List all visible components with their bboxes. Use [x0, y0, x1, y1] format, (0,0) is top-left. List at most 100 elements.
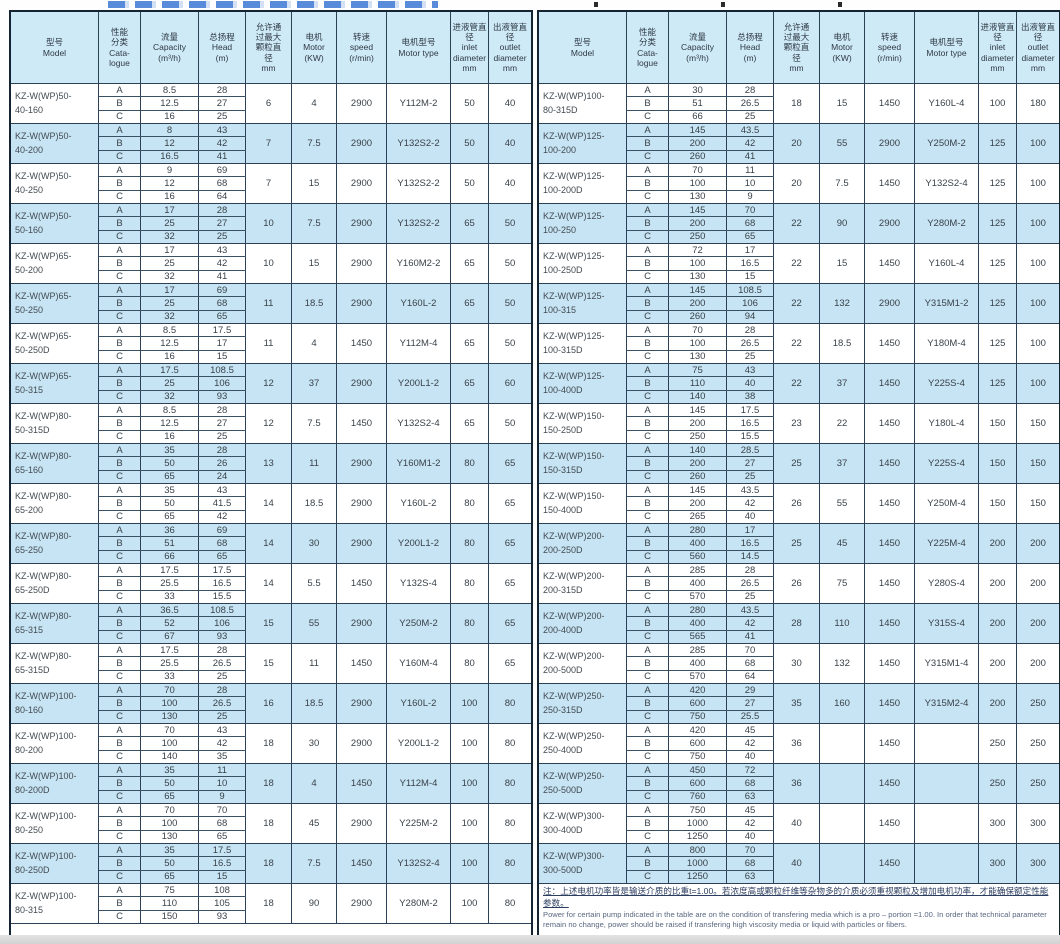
particle-diameter-cell: 14 — [246, 484, 292, 523]
sub-row: C 750 25.5 — [627, 710, 774, 723]
head-cell: 68 — [727, 857, 774, 870]
motor-type-cell: Y280M-2 — [387, 884, 451, 923]
motor-kw-cell — [820, 764, 865, 803]
head-cell: 94 — [727, 310, 774, 323]
catalogue-cell: B — [99, 857, 141, 870]
speed-cell: 1450 — [337, 764, 387, 803]
speed-cell: 2900 — [337, 604, 387, 643]
head-cell: 106 — [199, 377, 246, 390]
inlet-diameter-cell: 100 — [451, 884, 489, 923]
catalogue-cell: A — [99, 524, 141, 537]
sub-row: B 200 16.5 — [627, 417, 774, 431]
catalogue-cell: B — [99, 897, 141, 910]
outlet-diameter-cell: 65 — [504, 538, 516, 549]
head-cell: 17 — [199, 337, 246, 350]
catalogue-cell: B — [99, 97, 141, 110]
capacity-cell: 16 — [141, 430, 199, 443]
motor-type-cell: Y160L-2 — [387, 284, 451, 323]
catalogue-cell: B — [99, 457, 141, 470]
head-cell: 70 — [727, 204, 774, 217]
capacity-cell: 51 — [141, 537, 199, 550]
speed-cell: 1450 — [865, 244, 915, 283]
catalogue-cell: B — [627, 97, 669, 110]
capacity-cell: 72 — [669, 244, 727, 257]
outlet-diameter-cell: 50 — [504, 418, 516, 429]
sub-row: C 66 25 — [627, 110, 774, 123]
catalogue-cell: B — [99, 417, 141, 430]
model-cell: KZ-W(WP)150- 150-400D — [539, 484, 627, 523]
head-cell: 72 — [727, 764, 774, 777]
particle-diameter-cell: 36 — [774, 764, 820, 803]
inlet-diameter-cell: 300 — [979, 804, 1017, 843]
capacity-cell: 50 — [141, 777, 199, 790]
catalogue-cell: A — [99, 204, 141, 217]
performance-subgrid: A 35 28 B 50 26 C 65 24 — [99, 444, 246, 483]
sub-row: A 17 28 — [99, 204, 246, 218]
sub-row: A 750 45 — [627, 804, 774, 818]
sub-row: C 130 15 — [627, 270, 774, 283]
outlet-diameter-cell: 200 — [1030, 578, 1046, 589]
catalogue-cell: C — [99, 870, 141, 883]
catalogue-cell: B — [99, 217, 141, 230]
motor-type-cell: Y200L1-2 — [387, 724, 451, 763]
motor-type-cell: Y180L-4 — [915, 404, 979, 443]
catalogue-cell: B — [627, 337, 669, 350]
performance-subgrid: A 36 69 B 51 68 C 66 65 — [99, 524, 246, 563]
motor-kw-cell: 132 — [820, 644, 865, 683]
model-cell: KZ-W(WP)200- 200-315D — [539, 564, 627, 603]
catalogue-cell: B — [627, 257, 669, 270]
outlet-diameter-cell: 150 — [1030, 458, 1046, 469]
sub-row: B 100 26.5 — [99, 697, 246, 711]
performance-subgrid: A 17.5 17.5 B 25.5 16.5 C 33 15.5 — [99, 564, 246, 603]
head-cell: 24 — [199, 470, 246, 483]
head-cell: 27 — [199, 417, 246, 430]
outlet-diameter-cell: 180 — [1030, 98, 1046, 109]
sub-row: A 285 70 — [627, 644, 774, 658]
head-cell: 17.5 — [199, 324, 246, 337]
catalogue-cell: B — [99, 497, 141, 510]
capacity-cell: 33 — [141, 670, 199, 683]
head-cell: 17.5 — [727, 404, 774, 417]
inlet-diameter-cell: 150 — [979, 444, 1017, 483]
performance-subgrid: A 145 43.5 B 200 42 C 265 40 — [627, 484, 774, 523]
model-cell: KZ-W(WP)50- 50-160 — [11, 204, 99, 243]
head-cell: 28 — [199, 204, 246, 217]
table-row: KZ-W(WP)150- 150-400D A 145 43.5 B 200 42 C 265 4… — [539, 484, 1059, 524]
catalogue-cell: A — [99, 404, 141, 417]
head-cell: 42 — [199, 137, 246, 150]
sub-row: C 33 25 — [99, 670, 246, 683]
model-cell: KZ-W(WP)125- 100-200D — [539, 164, 627, 203]
performance-subgrid: A 450 72 B 600 68 C 760 63 — [627, 764, 774, 803]
head-cell: 27 — [727, 697, 774, 710]
catalogue-cell: C — [99, 110, 141, 123]
sub-row: C 32 25 — [99, 230, 246, 243]
inlet-diameter-cell: 80 — [451, 604, 489, 643]
catalogue-cell: C — [99, 230, 141, 243]
column-header-outlet: 出液管直 径 outlet diameter mm — [1020, 22, 1055, 73]
inlet-diameter-cell: 250 — [979, 724, 1017, 763]
capacity-cell: 110 — [669, 377, 727, 390]
performance-subgrid: A 70 70 B 100 68 C 130 65 — [99, 804, 246, 843]
head-cell: 42 — [199, 737, 246, 750]
head-cell: 11 — [199, 764, 246, 777]
head-cell: 108.5 — [727, 284, 774, 297]
catalogue-cell: A — [627, 164, 669, 177]
catalogue-cell: A — [627, 284, 669, 297]
capacity-cell: 32 — [141, 390, 199, 403]
capacity-cell: 70 — [141, 724, 199, 737]
motor-kw-cell: 37 — [820, 444, 865, 483]
capacity-cell: 65 — [141, 470, 199, 483]
catalogue-cell: A — [99, 124, 141, 137]
catalogue-cell: A — [99, 444, 141, 457]
head-cell: 16.5 — [199, 857, 246, 870]
capacity-cell: 25 — [141, 377, 199, 390]
head-cell: 69 — [199, 524, 246, 537]
catalogue-cell: C — [99, 510, 141, 523]
sub-row: B 25.5 16.5 — [99, 577, 246, 591]
speed-cell: 2900 — [337, 244, 387, 283]
model-cell: KZ-W(WP)125- 100-400D — [539, 364, 627, 403]
catalogue-cell: C — [99, 590, 141, 603]
sub-row: C 16 64 — [99, 190, 246, 203]
catalogue-cell: B — [99, 137, 141, 150]
sub-row: B 100 42 — [99, 737, 246, 751]
